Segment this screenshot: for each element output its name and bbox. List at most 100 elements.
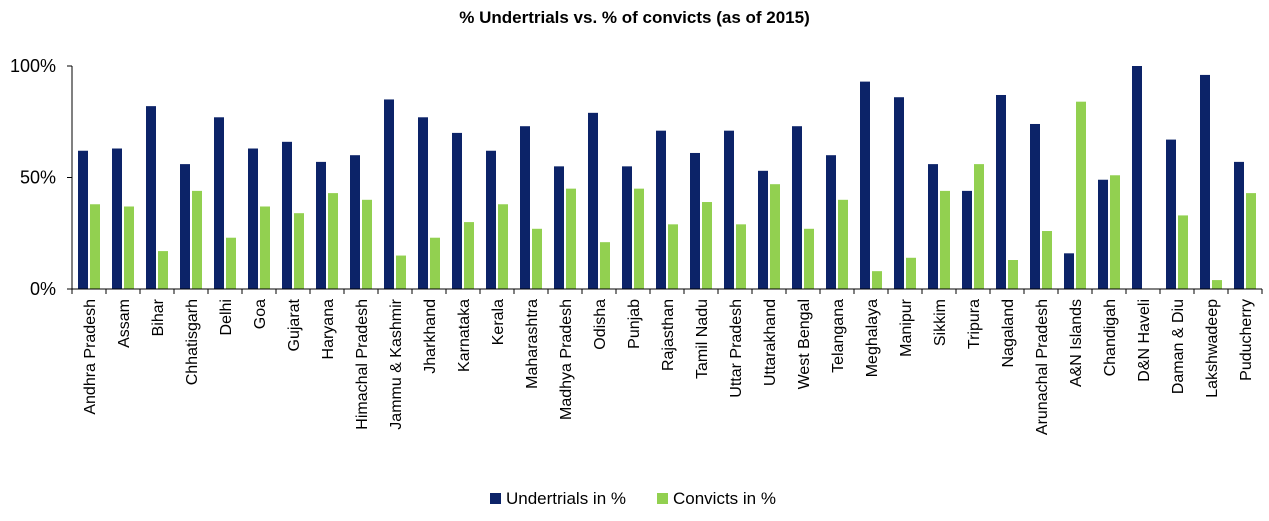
x-tick-label: Lakshwadeep [1204,299,1221,398]
bar-undertrials [282,141,292,289]
bar-undertrials [622,166,632,289]
bar-undertrials [248,148,258,289]
bar-convicts [838,199,848,289]
bar-convicts [260,206,270,289]
bar-undertrials [486,150,496,289]
bar-convicts [328,193,338,289]
bar-undertrials [962,190,972,289]
bar-convicts [906,257,916,289]
bar-convicts [430,237,440,289]
bar-convicts [804,228,814,289]
bar-convicts [1076,101,1086,290]
legend-swatch-convicts [657,493,668,504]
x-tick-label: West Bengal [796,299,813,389]
bar-convicts [90,204,100,289]
bar-undertrials [384,99,394,289]
x-tick-label: A&N Islands [1068,299,1085,387]
bar-convicts [872,271,882,289]
x-tick-label: Manipur [898,298,915,356]
bar-undertrials [724,130,734,289]
bar-convicts [498,204,508,289]
bar-undertrials [554,166,564,289]
bar-undertrials [1098,179,1108,289]
bar-undertrials [860,81,870,289]
bar-undertrials [792,126,802,290]
x-tick-label: Delhi [218,299,235,335]
legend-label-convicts: Convicts in % [673,489,776,508]
bar-convicts [1246,193,1256,289]
bar-convicts [736,224,746,289]
x-tick-label: Daman & Diu [1170,299,1187,394]
bar-convicts [192,190,202,289]
x-tick-label: Rajasthan [660,299,677,371]
bars-layer [78,66,1256,290]
x-tick-label: Maharashtra [524,299,541,389]
bar-undertrials [690,152,700,289]
x-tick-label: Andhra Pradesh [82,299,99,415]
legend: Undertrials in % Convicts in % [490,489,776,508]
bar-undertrials [1030,123,1040,289]
x-tick-label: Gujarat [286,298,303,351]
bar-undertrials [78,150,88,289]
bar-undertrials [996,94,1006,290]
bar-convicts [396,255,406,289]
x-tick-label: Meghalaya [864,299,881,377]
bar-undertrials [316,161,326,289]
bar-convicts [464,222,474,289]
axis-layer: 0% 50% 100% Andhra Pradesh Assam Bihar Chhatis… [10,56,1263,435]
bar-undertrials [112,148,122,289]
x-tick-label: Tamil Nadu [694,299,711,379]
x-tick-label: Tripura [966,299,983,349]
x-tick-label: Himachal Pradesh [354,299,371,430]
bar-undertrials [1234,161,1244,289]
bar-undertrials [180,164,190,289]
x-tick-label: Jammu & Kashmir [388,298,405,429]
x-tick-label: Kerala [490,299,507,345]
bar-undertrials [758,170,768,289]
bar-convicts [566,188,576,289]
bar-convicts [1110,175,1120,289]
bar-undertrials [1064,253,1074,289]
bar-convicts [1008,260,1018,289]
x-tick-label: Arunachal Pradesh [1034,299,1051,435]
x-tick-label: Haryana [320,299,337,360]
bar-convicts [1212,280,1222,289]
bar-undertrials [656,130,666,289]
y-tick-label: 50% [20,168,56,188]
x-tick-label: Madhya Pradesh [558,299,575,420]
x-tick-label: Chandigah [1102,299,1119,376]
y-tick-label: 0% [30,279,56,299]
bar-undertrials [826,155,836,289]
bar-convicts [226,237,236,289]
bar-convicts [770,184,780,289]
x-tick-label: D&N Haveli [1136,299,1153,382]
bar-convicts [634,188,644,289]
bar-convicts [1178,215,1188,289]
bar-convicts [124,206,134,289]
legend-swatch-undertrials [490,493,501,504]
bar-convicts [362,199,372,289]
x-tick-label: Jharkhand [422,299,439,374]
x-tick-label: Goa [252,299,269,329]
x-tick-label: Telangana [830,299,847,373]
bar-undertrials [146,106,156,289]
bar-convicts [294,213,304,289]
x-tick-label: Nagaland [1000,299,1017,368]
bar-undertrials [1200,74,1210,289]
x-tick-label: Uttar Pradesh [728,299,745,398]
legend-label-undertrials: Undertrials in % [506,489,626,508]
x-tick-label: Sikkim [932,299,949,346]
bar-undertrials [928,164,938,289]
x-tick-label: Karnataka [456,299,473,372]
bar-convicts [668,224,678,289]
y-tick-label: 100% [10,56,56,76]
bar-convicts [940,190,950,289]
bar-undertrials [588,112,598,289]
bar-convicts [974,164,984,289]
bar-convicts [702,202,712,289]
bar-undertrials [452,132,462,289]
bar-undertrials [418,117,428,289]
bar-convicts [600,242,610,289]
x-tick-label: Bihar [150,298,167,336]
